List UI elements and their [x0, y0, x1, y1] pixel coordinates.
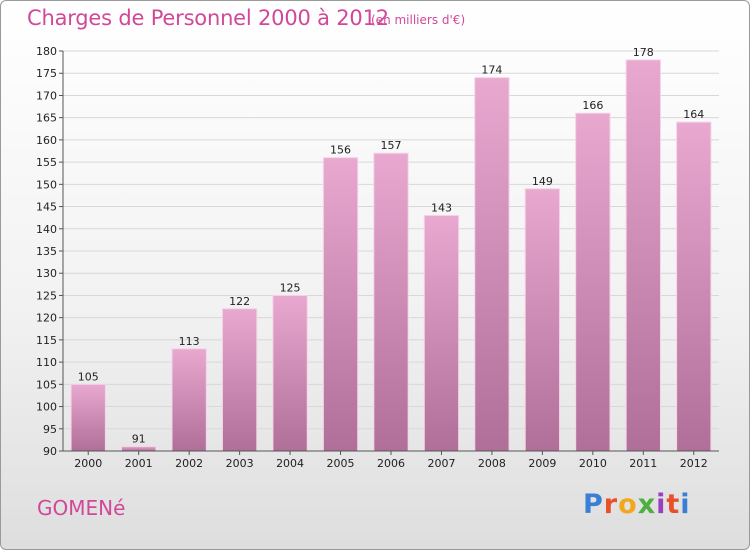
bar-2009	[524, 188, 561, 452]
y-tick-label: 180	[36, 45, 57, 58]
y-tick-label: 175	[36, 67, 57, 80]
x-tick-label: 2009	[528, 457, 556, 470]
bar-2006	[373, 152, 409, 452]
value-label: 91	[132, 433, 146, 446]
bar-2008	[474, 77, 510, 452]
value-label: 113	[179, 335, 200, 348]
value-label: 178	[633, 46, 654, 59]
value-label: 125	[280, 281, 301, 294]
y-tick-label: 125	[36, 289, 57, 302]
x-tick-label: 2003	[226, 457, 254, 470]
x-tick-label: 2004	[276, 457, 304, 470]
y-tick-label: 160	[36, 134, 57, 147]
x-tick-label: 2012	[680, 457, 708, 470]
x-tick-label: 2008	[478, 457, 506, 470]
x-tick-label: 2005	[327, 457, 355, 470]
value-label: 157	[381, 139, 402, 152]
y-tick-label: 155	[36, 156, 57, 169]
value-label: 149	[532, 175, 553, 188]
y-tick-label: 105	[36, 378, 57, 391]
bar-2011	[625, 59, 661, 452]
bar-2010	[575, 112, 611, 452]
bars: 105 91 113 122 125 156 157 143 174 149 166 178 164	[70, 46, 712, 452]
y-tick-label: 170	[36, 89, 57, 102]
chart-title: Charges de Personnel 2000 à 2012	[27, 6, 389, 30]
bar-2002	[171, 348, 207, 452]
y-tick-label: 90	[43, 445, 57, 458]
x-tick-label: 2010	[579, 457, 607, 470]
y-tick-label: 135	[36, 245, 57, 258]
value-label: 166	[582, 99, 603, 112]
value-label: 174	[481, 64, 502, 77]
bar-2007	[423, 214, 460, 452]
y-tick-label: 130	[36, 267, 57, 280]
y-tick-label: 165	[36, 112, 57, 125]
y-tick-label: 115	[36, 334, 57, 347]
y-tick-label: 110	[36, 356, 57, 369]
bar-2001	[121, 446, 157, 452]
y-tick-label: 95	[43, 423, 57, 436]
y-tick-label: 140	[36, 223, 57, 236]
bar-2004	[272, 294, 308, 452]
y-tick-label: 100	[36, 401, 57, 414]
bar-2000	[70, 383, 106, 452]
value-label: 156	[330, 144, 351, 157]
x-tick-label: 2001	[125, 457, 153, 470]
value-label: 105	[78, 370, 99, 383]
y-tick-label: 120	[36, 312, 57, 325]
x-tick-label: 2006	[377, 457, 405, 470]
x-tick-label: 2002	[175, 457, 203, 470]
chart-subtitle: (en milliers d'€)	[371, 13, 466, 27]
bar-2003	[221, 308, 258, 452]
x-tick-label: 2011	[629, 457, 657, 470]
value-label: 164	[683, 108, 704, 121]
proxiti-logo: Proxiti	[583, 489, 691, 520]
bar-2012	[676, 121, 712, 452]
y-tick-label: 145	[36, 201, 57, 214]
y-tick-label: 150	[36, 178, 57, 191]
value-label: 122	[229, 295, 250, 308]
x-tick-label: 2000	[74, 457, 102, 470]
x-tick-label: 2007	[427, 457, 455, 470]
axes: 90 95 100 105 110 115 120 125 130 135 140 145 150 155…	[36, 45, 719, 470]
bar-2005	[322, 157, 359, 452]
commune-name: GOMENé	[37, 496, 126, 520]
value-label: 143	[431, 201, 452, 214]
